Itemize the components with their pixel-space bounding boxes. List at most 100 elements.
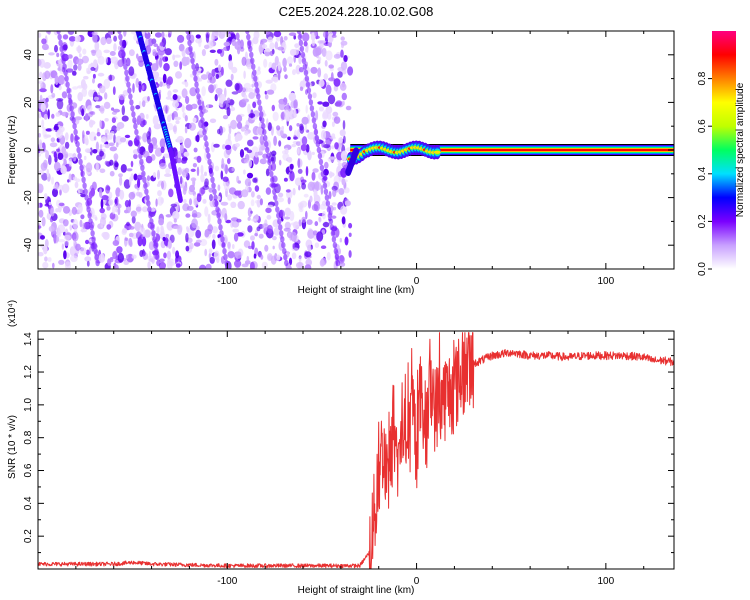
heatmap-cell — [249, 51, 254, 58]
heatmap-cell — [44, 134, 51, 138]
heatmap-cell — [137, 236, 143, 247]
y-tick-label: -40 — [23, 238, 34, 253]
heatmap-cell — [121, 115, 129, 122]
heatmap-cell — [84, 113, 89, 122]
heatmap-cell — [146, 175, 151, 182]
heatmap-cell — [99, 85, 106, 94]
heatmap-cell — [69, 224, 73, 231]
heatmap-cell — [230, 201, 237, 208]
heatmap-cell — [123, 260, 129, 265]
heatmap-cell — [118, 94, 126, 101]
heatmap-cell — [64, 141, 70, 149]
heatmap-cell — [185, 213, 191, 218]
heatmap-cell — [185, 245, 190, 252]
heatmap-cell — [70, 133, 74, 143]
heatmap-cell — [57, 33, 62, 41]
heatmap-cell — [139, 158, 144, 166]
heatmap-y-axis-title: Frequency (Hz) — [7, 116, 18, 185]
heatmap-cell — [145, 155, 153, 164]
heatmap-cell — [57, 75, 66, 85]
heatmap-cell — [193, 75, 198, 82]
heatmap-cell — [241, 56, 247, 66]
heatmap-cell — [72, 218, 79, 230]
heatmap-cell — [274, 55, 279, 66]
heatmap-cell — [325, 200, 331, 207]
heatmap-cell — [234, 259, 242, 268]
heatmap-cell — [235, 32, 240, 41]
heatmap-cell — [307, 150, 312, 161]
heatmap-cell — [251, 241, 255, 250]
heatmap-cell — [141, 170, 146, 177]
heatmap-cell — [311, 39, 315, 47]
heatmap-cell — [209, 76, 216, 84]
heatmap-cell — [84, 148, 92, 154]
heatmap-cell — [132, 83, 135, 94]
heatmap-cell — [196, 193, 202, 203]
heatmap-cell — [322, 101, 330, 107]
heatmap-cell — [82, 48, 87, 55]
heatmap-cell — [85, 249, 90, 256]
heatmap-cell — [133, 173, 138, 181]
heatmap-cell — [317, 67, 322, 78]
heatmap-cell — [116, 246, 123, 254]
heatmap-cell — [218, 125, 223, 136]
heatmap-cell — [123, 179, 131, 189]
heatmap-cell — [147, 96, 150, 102]
heatmap-cell — [241, 189, 249, 198]
heatmap-cell — [108, 199, 114, 206]
heatmap-cell — [74, 35, 81, 43]
heatmap-cell — [67, 93, 72, 100]
heatmap-cell — [104, 92, 108, 100]
heatmap-cell — [331, 236, 337, 243]
heatmap-cell — [314, 134, 320, 142]
heatmap-cell — [200, 74, 208, 80]
heatmap-cell — [83, 188, 88, 195]
heatmap-x-axis: -100 0 100 — [37, 31, 645, 287]
heatmap-cell — [337, 67, 345, 72]
heatmap-cell — [136, 53, 139, 59]
heatmap-cell — [273, 194, 278, 201]
heatmap-cell — [246, 172, 254, 179]
heatmap-cell — [307, 229, 315, 239]
heatmap-cell — [322, 182, 328, 189]
heatmap-cell — [252, 69, 257, 76]
heatmap-cell — [146, 135, 151, 145]
heatmap-cell — [64, 75, 69, 82]
colorbar-tick-label: 0.8 — [697, 71, 708, 85]
heatmap-cell — [89, 224, 94, 231]
heatmap-cell — [283, 109, 290, 120]
heatmap-cell — [118, 33, 123, 41]
heatmap-cell — [256, 199, 261, 208]
heatmap-cell — [236, 218, 242, 223]
heatmap-cell — [38, 112, 42, 119]
heatmap-cell — [43, 113, 48, 120]
heatmap-cell — [288, 63, 293, 67]
heatmap-cell — [91, 50, 97, 56]
heatmap-cell — [93, 59, 98, 69]
heatmap-cell — [72, 86, 79, 90]
heatmap-cell — [340, 36, 345, 41]
heatmap-cell — [160, 225, 164, 231]
heatmap-cell — [82, 222, 86, 230]
heatmap-cell — [80, 214, 85, 220]
y-tick-label: -20 — [23, 190, 34, 205]
heatmap-cell — [163, 63, 170, 72]
heatmap-cell — [179, 144, 184, 154]
heatmap-cell — [38, 139, 43, 150]
heatmap-cell — [129, 49, 135, 57]
heatmap-cell — [218, 224, 223, 231]
y-tick-label: 40 — [23, 49, 34, 61]
heatmap-cell — [325, 137, 332, 146]
heatmap-cell — [234, 190, 242, 196]
heatmap-cell — [43, 62, 51, 69]
heatmap-cell — [196, 93, 201, 100]
heatmap-cell — [309, 195, 313, 203]
heatmap-cell — [204, 171, 207, 177]
heatmap-cell — [199, 111, 204, 118]
heatmap-cell — [295, 141, 302, 147]
heatmap-cell — [56, 98, 64, 102]
heatmap-cell — [76, 146, 81, 154]
heatmap-cell — [202, 198, 207, 204]
heatmap-cell — [227, 251, 235, 259]
heatmap-cell — [54, 74, 59, 86]
